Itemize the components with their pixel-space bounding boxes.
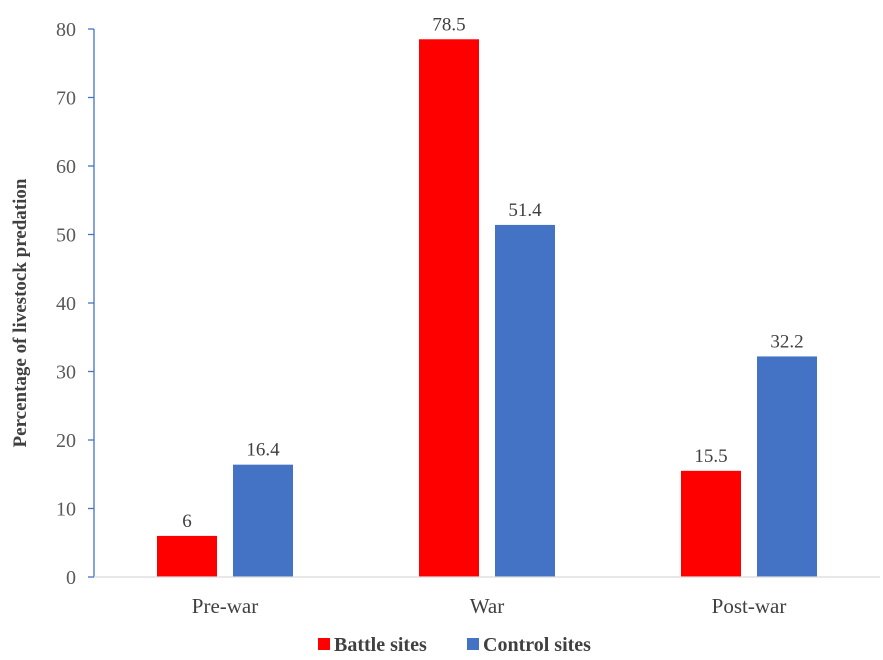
legend-label: Control sites [483,634,591,656]
bar-data-label: 6 [182,511,192,532]
bars [157,39,817,577]
y-tick-label: 50 [56,225,76,247]
y-axis-label: Percentage of livestock predation [10,178,31,447]
bar-data-label: 51.4 [508,200,542,221]
y-tick-label: 10 [56,499,76,521]
legend: Battle sites Control sites [318,634,591,656]
bar-control-sites-war [495,224,555,577]
y-tick-label: 70 [56,88,76,110]
bar-battle-sites-war [419,39,479,577]
bar-control-sites-post-war [757,356,817,577]
bar-data-label: 32.2 [770,331,803,352]
y-tick-label: 0 [66,567,76,589]
y-tick-label: 80 [56,19,76,41]
legend-swatch-battle-sites [318,638,330,650]
x-tick-label: Post-war [712,594,787,618]
legend-swatch-control-sites [467,638,479,650]
x-tick-label: Pre-war [192,594,258,618]
bar-battle-sites-post-war [681,470,741,577]
bar-data-label: 16.4 [246,440,280,461]
data-labels: 6 16.4 78.5 51.4 15.5 32.2 [182,14,803,532]
y-axis-ticks: 0 10 20 30 40 50 60 70 80 [56,19,94,589]
bar-data-label: 78.5 [432,14,465,35]
x-axis-labels: Pre-war War Post-war [192,594,787,618]
y-tick-label: 30 [56,362,76,384]
y-tick-label: 60 [56,156,76,178]
bar-control-sites-pre-war [233,464,293,577]
y-tick-label: 40 [56,293,76,315]
bar-battle-sites-pre-war [157,535,217,577]
legend-label: Battle sites [334,634,427,656]
y-tick-label: 20 [56,430,76,452]
bar-data-label: 15.5 [694,446,727,467]
x-tick-label: War [470,594,504,618]
